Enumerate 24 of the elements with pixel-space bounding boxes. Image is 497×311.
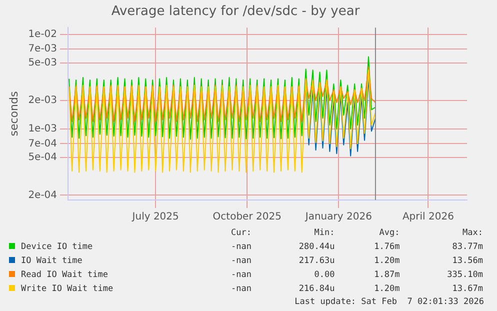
y-tick-label: 1e-03 [28,124,58,135]
text: -nan 280.44u 1.76m 83.77m [231,242,483,252]
chart-title: Average latency for /dev/sdc - by year [111,4,360,20]
x-tick-label: October 2025 [212,212,282,223]
legend-label: Read IO Wait time [20,269,109,282]
x-tick-label: April 2026 [402,212,454,223]
text: -nan 216.84u 1.20m 13.67m [231,284,483,294]
y-tick-label: 2e-04 [28,190,58,201]
y-tick-label: 5e-03 [28,57,58,68]
x-tick-label: July 2025 [131,212,179,223]
legend-label: Device IO time [20,241,94,254]
x-tick-label: January 2026 [304,212,372,223]
y-axis-title: seconds [7,91,20,136]
legend-label: Write IO Wait time [20,283,114,296]
text: Last update: Sat Feb 7 02:01:33 2026 [294,296,484,308]
y-tick-label: 7e-03 [28,44,58,55]
text: -nan 217.63u 1.20m 13.56m [231,256,483,266]
text: Cur: Min: Avg: Max: [231,228,483,238]
y-tick-label: 7e-04 [28,138,58,150]
text: -nan 0.00 1.87m 335.10m [231,270,483,280]
y-tick-label: 2e-03 [28,95,58,106]
legend-label: IO Wait time [20,255,84,268]
y-tick-label: 5e-04 [28,152,58,164]
y-tick-label: 1e-02 [28,28,58,40]
